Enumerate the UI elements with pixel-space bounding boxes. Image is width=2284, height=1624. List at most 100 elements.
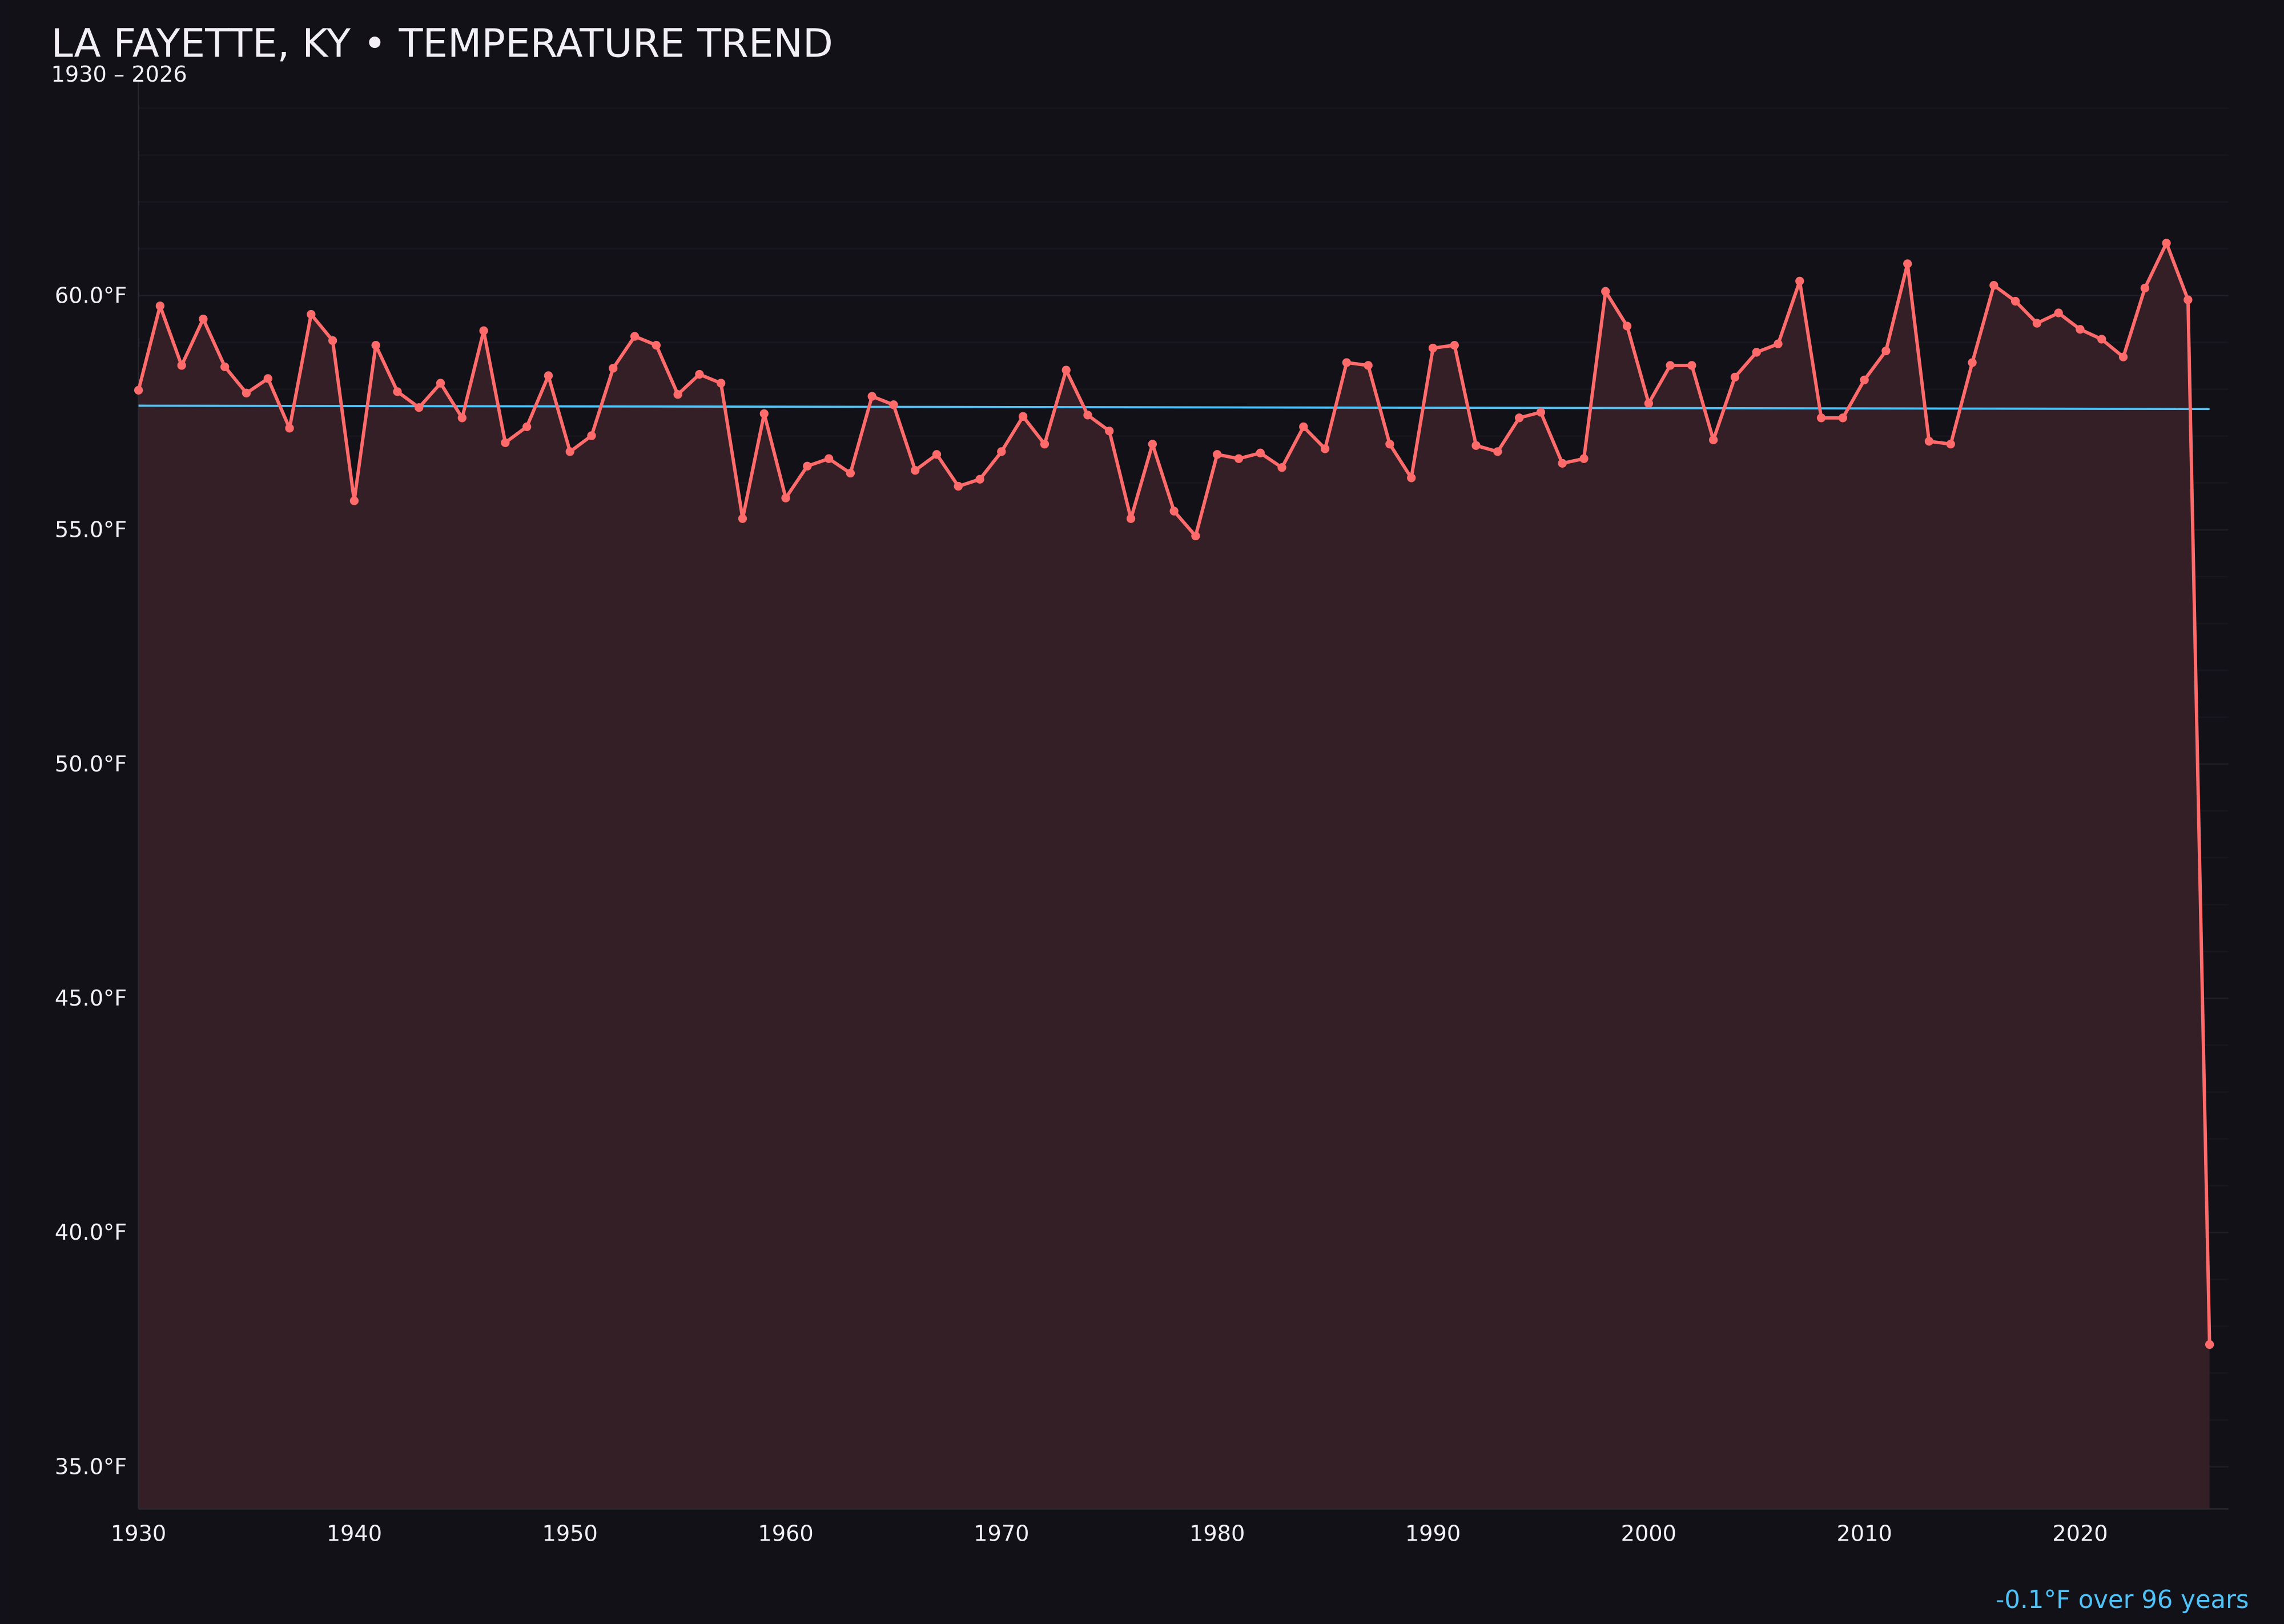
data-point — [1061, 365, 1071, 375]
data-point — [954, 481, 963, 491]
data-point — [1083, 411, 1092, 420]
data-point — [1299, 422, 1308, 432]
y-tick-label: 45.0°F — [55, 986, 127, 1011]
data-point — [544, 371, 553, 380]
data-point — [1709, 435, 1718, 445]
data-point — [1838, 413, 1848, 423]
data-point — [328, 336, 337, 345]
data-point — [889, 400, 898, 409]
data-point — [1256, 448, 1265, 457]
x-tick-label: 2020 — [2052, 1521, 2108, 1547]
data-point — [1622, 321, 1632, 331]
trend-summary: -0.1°F over 96 years — [1996, 1586, 2249, 1614]
data-point — [155, 302, 165, 311]
data-point — [587, 431, 596, 440]
data-point — [824, 454, 834, 463]
data-point — [911, 466, 920, 475]
data-point — [1364, 361, 1373, 370]
data-point — [1493, 447, 1502, 456]
x-tick-label: 2010 — [1836, 1521, 1892, 1547]
data-point — [1514, 413, 1524, 423]
data-point — [415, 403, 424, 412]
data-point — [2076, 325, 2085, 334]
data-point — [2054, 308, 2063, 317]
data-point — [652, 340, 661, 350]
x-tick-labels: 1930 1940 1950 1960 1970 1980 1990 2000 2010 2020 — [111, 1521, 2108, 1547]
data-point — [717, 379, 726, 388]
data-point — [1385, 440, 1394, 449]
data-point — [1730, 372, 1740, 382]
data-point — [1407, 473, 1416, 483]
data-point — [1816, 413, 1826, 423]
y-tick-label: 55.0°F — [55, 517, 127, 543]
data-point — [2032, 319, 2042, 328]
data-point — [371, 340, 380, 350]
data-point — [1903, 259, 1912, 268]
x-tick-label: 1940 — [327, 1521, 382, 1547]
data-point — [673, 390, 682, 399]
data-point — [1342, 358, 1352, 367]
data-point — [1774, 339, 1783, 348]
data-point — [695, 369, 704, 379]
data-point — [1018, 412, 1028, 421]
data-point — [609, 364, 618, 373]
data-points — [134, 239, 2214, 1349]
data-point — [2097, 335, 2106, 344]
data-point — [2184, 295, 2193, 304]
data-point — [307, 309, 316, 319]
data-point — [1320, 444, 1330, 453]
data-point — [1752, 348, 1761, 357]
data-point — [1881, 346, 1891, 356]
trend-line — [138, 404, 2210, 411]
data-point — [1989, 280, 1998, 290]
data-point — [1148, 440, 1157, 449]
data-point — [1277, 463, 1286, 472]
data-point — [1428, 343, 1438, 353]
data-point — [1644, 399, 1653, 408]
data-point — [1795, 276, 1804, 286]
data-point — [1860, 375, 1869, 384]
data-point — [1558, 459, 1567, 468]
x-tick-label: 1930 — [111, 1521, 166, 1547]
data-point — [1169, 507, 1179, 516]
data-point — [2010, 296, 2020, 306]
data-point — [565, 447, 574, 456]
data-point — [393, 387, 402, 396]
data-point — [501, 438, 510, 447]
data-point — [1968, 358, 1977, 367]
data-point — [997, 447, 1006, 456]
data-point — [1191, 531, 1200, 541]
data-point — [220, 362, 230, 372]
data-point — [1450, 340, 1459, 350]
data-point — [1687, 361, 1696, 370]
data-point — [759, 409, 769, 419]
data-point — [263, 374, 272, 383]
x-tick-label: 1980 — [1189, 1521, 1245, 1547]
data-point — [242, 388, 251, 397]
data-point — [975, 475, 984, 484]
data-point — [1126, 514, 1136, 523]
y-tick-labels: 35.0°F 40.0°F 45.0°F 50.0°F 55.0°F 60.0°F — [55, 283, 127, 1480]
data-point — [1471, 441, 1481, 450]
data-point — [1601, 287, 1610, 296]
y-tick-label: 50.0°F — [55, 751, 127, 777]
x-tick-label: 1970 — [974, 1521, 1029, 1547]
data-point — [630, 332, 640, 341]
data-point — [134, 385, 143, 395]
data-point — [2205, 1340, 2214, 1349]
data-point — [932, 450, 942, 459]
data-point — [738, 514, 747, 523]
data-point — [1213, 450, 1222, 459]
data-point — [1040, 440, 1049, 449]
data-point — [1666, 361, 1675, 370]
data-point — [479, 326, 488, 335]
data-point — [2118, 352, 2128, 361]
data-point — [1924, 437, 1934, 446]
data-point — [846, 468, 855, 478]
y-tick-label: 40.0°F — [55, 1220, 127, 1245]
y-tick-label: 60.0°F — [55, 283, 127, 308]
data-point — [1234, 454, 1244, 463]
data-point — [781, 493, 790, 503]
data-point — [2140, 283, 2149, 293]
